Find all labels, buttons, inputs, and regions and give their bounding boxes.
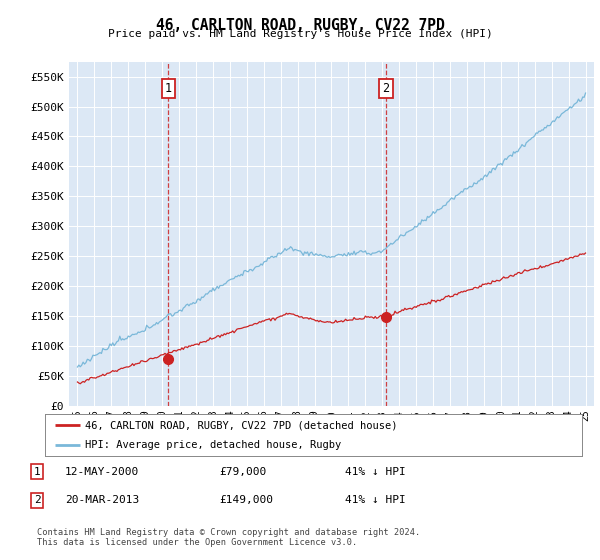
Text: 20-MAR-2013: 20-MAR-2013 — [65, 495, 139, 505]
Text: 1: 1 — [34, 466, 41, 477]
Text: 46, CARLTON ROAD, RUGBY, CV22 7PD (detached house): 46, CARLTON ROAD, RUGBY, CV22 7PD (detac… — [85, 421, 398, 430]
Text: 46, CARLTON ROAD, RUGBY, CV22 7PD: 46, CARLTON ROAD, RUGBY, CV22 7PD — [155, 18, 445, 33]
Text: 41% ↓ HPI: 41% ↓ HPI — [345, 495, 406, 505]
Text: 12-MAY-2000: 12-MAY-2000 — [65, 466, 139, 477]
Text: Price paid vs. HM Land Registry's House Price Index (HPI): Price paid vs. HM Land Registry's House … — [107, 29, 493, 39]
Text: £149,000: £149,000 — [219, 495, 273, 505]
Text: £79,000: £79,000 — [219, 466, 266, 477]
Text: Contains HM Land Registry data © Crown copyright and database right 2024.
This d: Contains HM Land Registry data © Crown c… — [37, 528, 421, 547]
Text: HPI: Average price, detached house, Rugby: HPI: Average price, detached house, Rugb… — [85, 440, 341, 450]
Text: 1: 1 — [165, 82, 172, 95]
Text: 2: 2 — [382, 82, 389, 95]
Text: 2: 2 — [34, 495, 41, 505]
Text: 41% ↓ HPI: 41% ↓ HPI — [345, 466, 406, 477]
